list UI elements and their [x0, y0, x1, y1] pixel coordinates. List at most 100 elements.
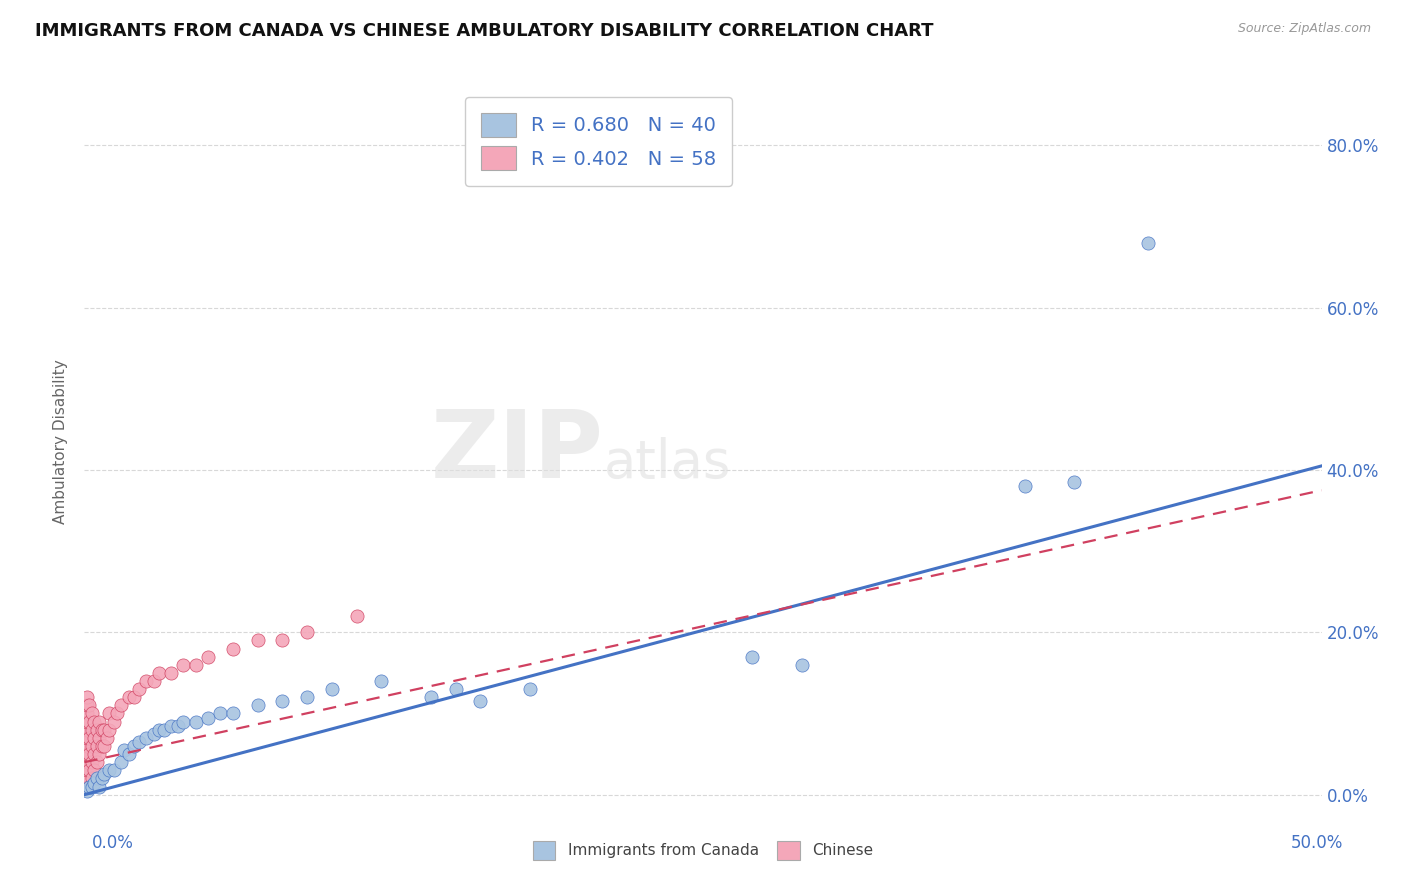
- Point: [76, 714, 98, 729]
- Point: [122, 739, 145, 753]
- Point: [83, 747, 105, 761]
- Point: [135, 673, 157, 688]
- Point: [80, 723, 103, 737]
- Point: [142, 673, 165, 688]
- Point: [79, 780, 101, 794]
- Point: [90, 739, 112, 753]
- Point: [83, 731, 105, 745]
- Point: [93, 767, 115, 781]
- Point: [128, 735, 150, 749]
- Point: [89, 780, 111, 794]
- Point: [86, 723, 108, 737]
- Point: [80, 739, 103, 753]
- Point: [295, 690, 318, 705]
- Point: [90, 772, 112, 786]
- Point: [80, 780, 103, 794]
- Text: atlas: atlas: [605, 437, 731, 489]
- Point: [103, 714, 125, 729]
- Point: [118, 690, 141, 705]
- Y-axis label: Ambulatory Disability: Ambulatory Disability: [53, 359, 69, 524]
- Point: [184, 714, 207, 729]
- Point: [209, 706, 232, 721]
- Point: [1137, 235, 1160, 250]
- Point: [128, 682, 150, 697]
- Point: [79, 731, 101, 745]
- Point: [470, 694, 492, 708]
- Point: [76, 698, 98, 713]
- Point: [346, 609, 368, 624]
- Point: [197, 649, 219, 664]
- Point: [148, 723, 170, 737]
- Point: [172, 714, 194, 729]
- Point: [419, 690, 441, 705]
- Point: [98, 706, 121, 721]
- Point: [76, 772, 98, 786]
- Point: [184, 657, 207, 672]
- Point: [197, 710, 219, 724]
- Point: [105, 706, 128, 721]
- Point: [103, 764, 125, 778]
- Point: [76, 690, 98, 705]
- Point: [741, 649, 763, 664]
- Point: [142, 727, 165, 741]
- Text: 50.0%: 50.0%: [1291, 834, 1343, 852]
- Text: Source: ZipAtlas.com: Source: ZipAtlas.com: [1237, 22, 1371, 36]
- Point: [96, 731, 118, 745]
- Point: [118, 747, 141, 761]
- Point: [98, 764, 121, 778]
- Point: [135, 731, 157, 745]
- Point: [76, 706, 98, 721]
- Point: [122, 690, 145, 705]
- Point: [1014, 479, 1036, 493]
- Point: [76, 764, 98, 778]
- Point: [321, 682, 343, 697]
- Point: [1063, 475, 1085, 490]
- Point: [271, 633, 294, 648]
- Point: [222, 641, 245, 656]
- Point: [98, 723, 121, 737]
- Point: [76, 723, 98, 737]
- Point: [246, 633, 269, 648]
- Text: 0.0%: 0.0%: [91, 834, 134, 852]
- Point: [271, 694, 294, 708]
- Point: [76, 747, 98, 761]
- Point: [112, 743, 135, 757]
- Point: [80, 772, 103, 786]
- Point: [222, 706, 245, 721]
- Point: [76, 783, 98, 797]
- Point: [444, 682, 467, 697]
- Point: [86, 755, 108, 769]
- Point: [110, 755, 132, 769]
- Text: ZIP: ZIP: [432, 407, 605, 499]
- Point: [148, 665, 170, 680]
- Text: IMMIGRANTS FROM CANADA VS CHINESE AMBULATORY DISABILITY CORRELATION CHART: IMMIGRANTS FROM CANADA VS CHINESE AMBULA…: [35, 22, 934, 40]
- Point: [76, 739, 98, 753]
- Point: [83, 764, 105, 778]
- Point: [80, 706, 103, 721]
- Point: [295, 625, 318, 640]
- Point: [76, 731, 98, 745]
- Point: [93, 723, 115, 737]
- Point: [79, 764, 101, 778]
- Point: [86, 772, 108, 786]
- Point: [246, 698, 269, 713]
- Legend: Immigrants from Canada, Chinese: Immigrants from Canada, Chinese: [524, 833, 882, 867]
- Point: [93, 739, 115, 753]
- Point: [519, 682, 541, 697]
- Point: [370, 673, 392, 688]
- Point: [160, 719, 183, 733]
- Point: [76, 780, 98, 794]
- Point: [89, 731, 111, 745]
- Point: [79, 698, 101, 713]
- Point: [76, 755, 98, 769]
- Point: [83, 714, 105, 729]
- Point: [79, 714, 101, 729]
- Point: [83, 775, 105, 789]
- Point: [79, 747, 101, 761]
- Point: [160, 665, 183, 680]
- Point: [110, 698, 132, 713]
- Point: [152, 723, 174, 737]
- Point: [172, 657, 194, 672]
- Point: [167, 719, 190, 733]
- Point: [79, 780, 101, 794]
